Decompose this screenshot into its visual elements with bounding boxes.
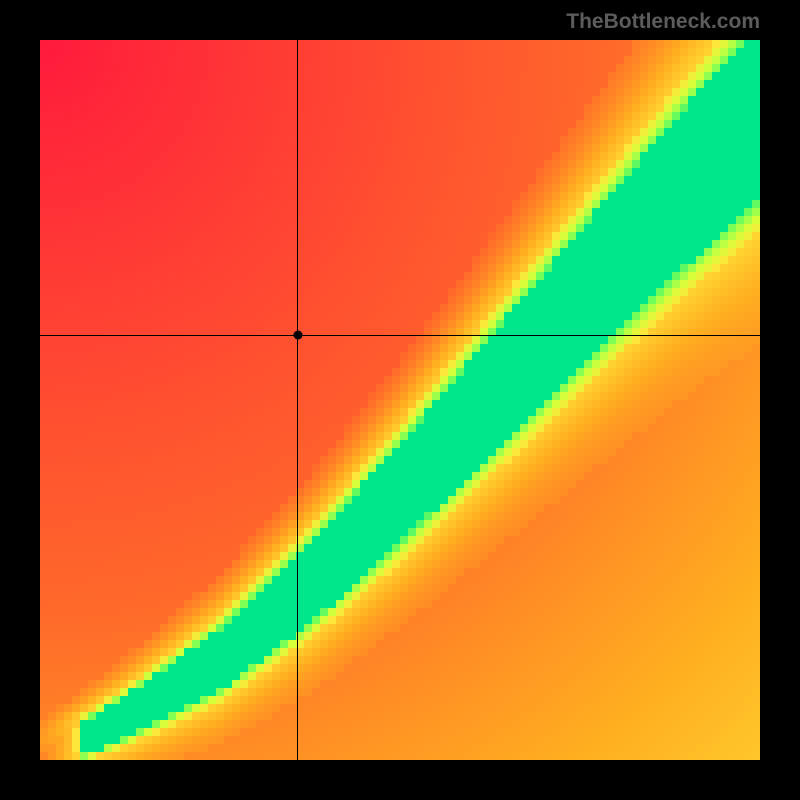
- crosshair-horizontal: [40, 335, 760, 336]
- crosshair-marker: [293, 331, 302, 340]
- bottleneck-heatmap: [40, 40, 760, 760]
- crosshair-vertical: [297, 40, 298, 760]
- chart-stage: TheBottleneck.com: [0, 0, 800, 800]
- watermark-text: TheBottleneck.com: [566, 10, 760, 34]
